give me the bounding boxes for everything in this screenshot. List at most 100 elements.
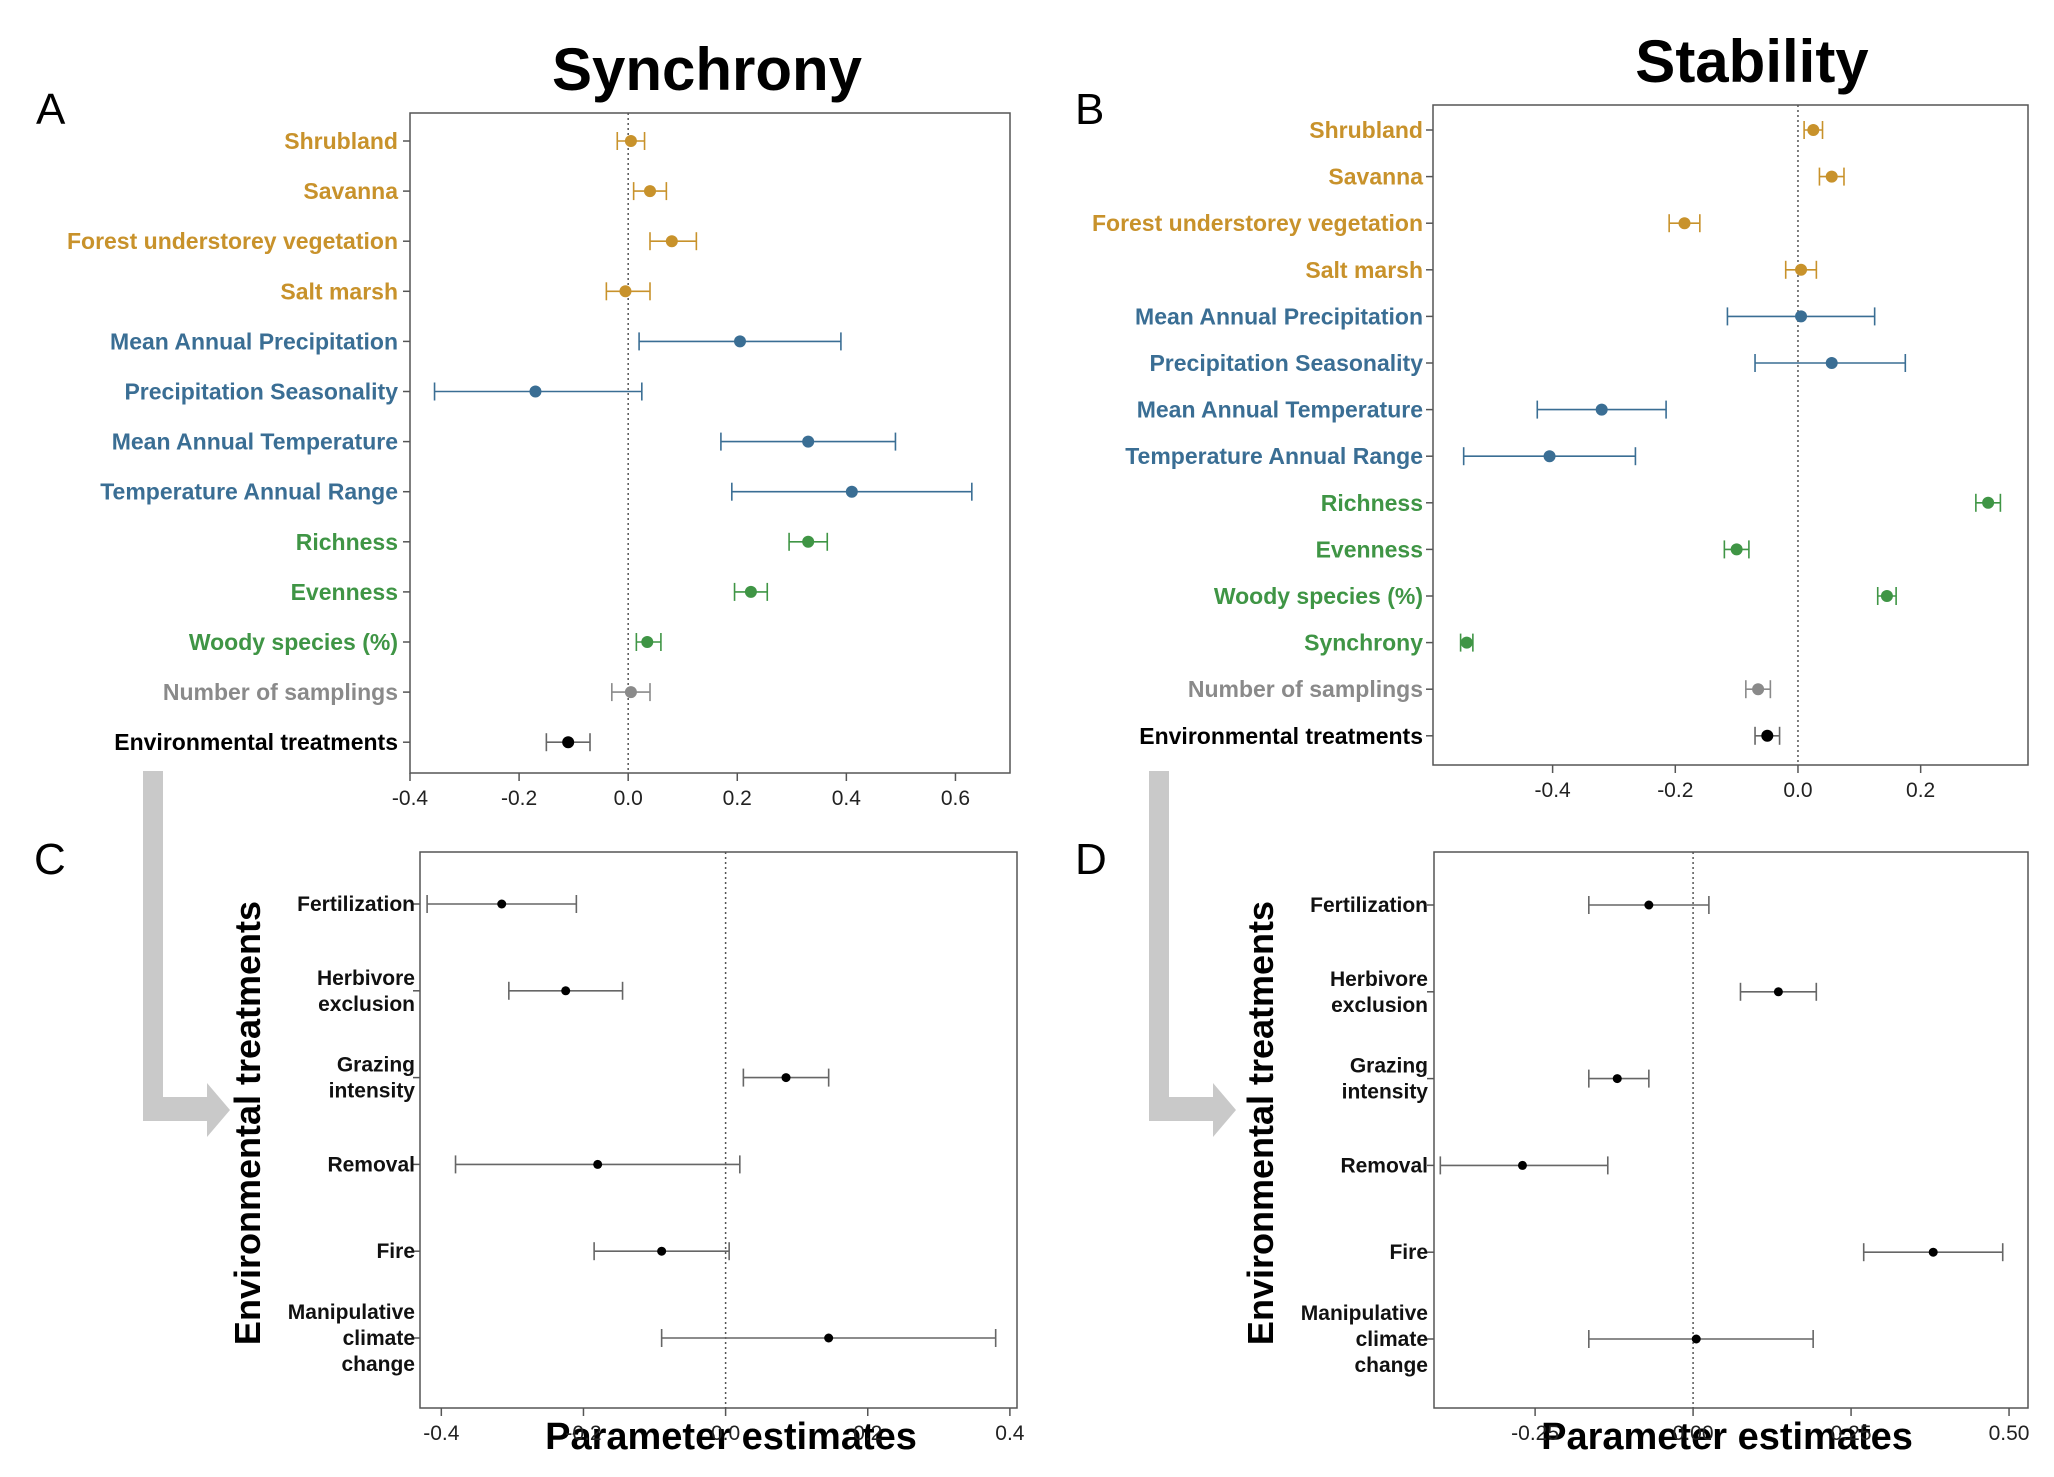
- estimate-point-removal: [593, 1159, 603, 1169]
- estimate-point-salt-marsh: [1795, 263, 1808, 276]
- row-label-grazing-intensity: intensity: [1342, 1081, 1429, 1104]
- arrow-b-to-d: [1149, 771, 1236, 1137]
- estimate-point-environmental-treatments: [562, 736, 575, 749]
- x-tick-label-d: 0.25: [1831, 1422, 1872, 1445]
- row-label-mean-annual-precipitation: Mean Annual Precipitation: [110, 328, 398, 354]
- x-tick-label-c: -0.2: [565, 1422, 601, 1445]
- row-label-salt-marsh: Salt marsh: [1305, 257, 1423, 283]
- row-label-manipulative-climate-change: Manipulative: [1301, 1302, 1428, 1325]
- estimate-point-mean-annual-precipitation: [1795, 310, 1808, 323]
- row-label-savanna: Savanna: [1328, 164, 1423, 190]
- row-label-forest-understorey-vegetation: Forest understorey vegetation: [1092, 210, 1423, 236]
- row-label-manipulative-climate-change: climate: [343, 1327, 415, 1350]
- plot-frame-c: [419, 851, 1018, 1409]
- x-tick-label-c: 0.0: [711, 1422, 740, 1445]
- estimate-point-richness: [1982, 496, 1995, 509]
- y-axis-title-d: Environmental treatments: [1240, 901, 1281, 1345]
- row-label-manipulative-climate-change: Manipulative: [288, 1301, 415, 1324]
- row-label-grazing-intensity: intensity: [329, 1080, 416, 1103]
- row-label-herbivore-exclusion: Herbivore: [1330, 968, 1428, 991]
- row-label-grazing-intensity: Grazing: [337, 1054, 415, 1077]
- row-label-richness: Richness: [1321, 490, 1423, 516]
- row-label-synchrony: Synchrony: [1304, 630, 1423, 656]
- row-label-fire: Fire: [376, 1240, 415, 1263]
- row-label-woody-species: Woody species (%): [1214, 583, 1423, 609]
- estimate-point-woody-species: [641, 636, 654, 648]
- row-label-herbivore-exclusion: exclusion: [318, 993, 415, 1016]
- x-tick-label-a: 0.6: [941, 787, 970, 810]
- estimate-point-shrubland: [1807, 124, 1820, 136]
- row-label-fertilization: Fertilization: [1310, 894, 1428, 917]
- x-tick-label-a: 0.0: [614, 787, 643, 810]
- x-tick-label-d: 0.50: [1989, 1422, 2030, 1445]
- plot-treatments-stability-d: -0.25 0.00 0.25 0.50 Fertilization Herbivore e…: [1301, 851, 2030, 1445]
- row-label-removal: Removal: [327, 1153, 415, 1176]
- panel-letter-b: B: [1075, 85, 1104, 134]
- x-tick-label-d: 0.00: [1673, 1422, 1714, 1445]
- estimate-point-fertilization: [1644, 900, 1654, 910]
- row-label-fire: Fire: [1389, 1241, 1428, 1264]
- x-tick-label-b: 0.2: [1906, 779, 1935, 802]
- row-label-precipitation-seasonality: Precipitation Seasonality: [1149, 350, 1423, 376]
- row-label-environmental-treatments: Environmental treatments: [1139, 723, 1423, 749]
- row-label-mean-annual-temperature: Mean Annual Temperature: [112, 429, 398, 455]
- plot-treatments-synchrony-c: -0.4 -0.2 0.0 0.2 0.4 Fertilization Herbivore e…: [288, 851, 1025, 1445]
- row-label-salt-marsh: Salt marsh: [280, 278, 398, 304]
- arrow-a-to-c: [143, 771, 230, 1137]
- estimate-point-manipulative-climate-change: [1691, 1334, 1701, 1344]
- x-tick-label-a: -0.2: [501, 787, 537, 810]
- estimate-point-herbivore-exclusion: [1773, 987, 1783, 997]
- synchrony-title: Synchrony: [552, 36, 863, 103]
- x-tick-label-d: -0.25: [1511, 1422, 1559, 1445]
- x-tick-label-a: -0.4: [392, 787, 429, 810]
- row-label-herbivore-exclusion: exclusion: [1331, 994, 1428, 1017]
- row-label-environmental-treatments: Environmental treatments: [114, 729, 398, 755]
- x-axis-title-c: Parameter estimates: [545, 1416, 917, 1458]
- row-label-shrubland: Shrubland: [1309, 117, 1423, 143]
- estimate-point-salt-marsh: [619, 285, 632, 298]
- row-label-mean-annual-precipitation: Mean Annual Precipitation: [1135, 303, 1423, 329]
- x-tick-label-c: -0.4: [423, 1422, 460, 1445]
- estimate-point-temperature-annual-range: [845, 485, 858, 498]
- estimate-point-mean-annual-temperature: [802, 435, 815, 448]
- panel-letter-c: C: [34, 835, 66, 884]
- estimate-point-forest-understorey-vegetation: [1678, 217, 1691, 230]
- estimate-point-mean-annual-temperature: [1595, 403, 1608, 416]
- row-label-herbivore-exclusion: Herbivore: [317, 967, 415, 990]
- y-axis-title-c: Environmental treatments: [227, 901, 268, 1345]
- estimate-point-evenness: [1730, 543, 1743, 556]
- estimate-point-savanna: [1825, 170, 1838, 183]
- x-tick-label-a: 0.4: [832, 787, 862, 810]
- x-tick-label-b: -0.4: [1535, 779, 1572, 802]
- x-tick-label-b: 0.0: [1783, 779, 1812, 802]
- x-tick-label-b: -0.2: [1657, 779, 1693, 802]
- row-label-evenness: Evenness: [1316, 536, 1423, 562]
- x-tick-label-c: 0.2: [853, 1422, 882, 1445]
- estimate-point-number-of-samplings: [624, 686, 637, 699]
- row-label-shrubland: Shrubland: [284, 128, 398, 154]
- x-tick-label-c: 0.4: [995, 1422, 1025, 1445]
- estimate-point-temperature-annual-range: [1543, 450, 1556, 463]
- plot-synchrony-a: -0.4 -0.2 0.0 0.2 0.4 0.6 Shrubland Savanna Fore…: [67, 112, 1011, 810]
- estimate-point-grazing-intensity: [781, 1073, 791, 1083]
- row-label-mean-annual-temperature: Mean Annual Temperature: [1137, 397, 1423, 423]
- x-axis-title-d: Parameter estimates: [1541, 1416, 1913, 1458]
- row-label-forest-understorey-vegetation: Forest understorey vegetation: [67, 228, 398, 254]
- row-label-woody-species: Woody species (%): [189, 629, 398, 655]
- estimate-point-removal: [1517, 1160, 1527, 1170]
- row-label-temperature-annual-range: Temperature Annual Range: [1125, 443, 1423, 469]
- row-label-removal: Removal: [1340, 1154, 1428, 1177]
- x-tick-label-a: 0.2: [723, 787, 752, 810]
- estimate-point-richness: [802, 535, 815, 548]
- row-label-manipulative-climate-change: climate: [1356, 1328, 1428, 1351]
- row-label-number-of-samplings: Number of samplings: [1188, 676, 1423, 702]
- estimate-point-fire: [657, 1246, 667, 1256]
- panel-letter-a: A: [36, 85, 66, 134]
- estimate-point-environmental-treatments: [1761, 729, 1774, 742]
- estimate-point-manipulative-climate-change: [824, 1333, 834, 1343]
- estimate-point-woody-species: [1880, 590, 1893, 602]
- row-label-manipulative-climate-change: change: [341, 1353, 415, 1376]
- estimate-point-number-of-samplings: [1752, 683, 1765, 696]
- row-label-number-of-samplings: Number of samplings: [163, 679, 398, 705]
